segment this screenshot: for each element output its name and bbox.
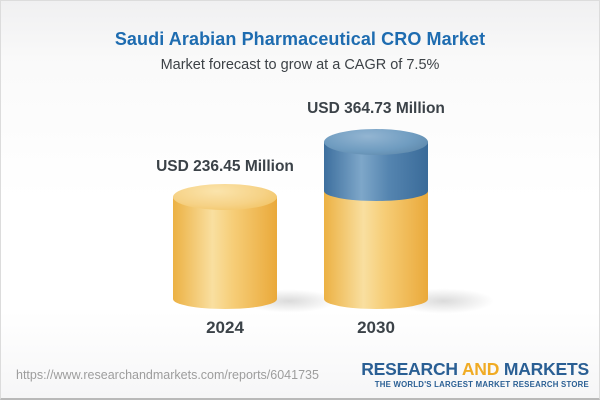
value-label-2030: USD 364.73 Million xyxy=(307,100,445,117)
logo-word-and: AND xyxy=(461,359,500,379)
bar-2024-cylinder-cap xyxy=(173,184,277,210)
axis-label-2030: 2030 xyxy=(357,318,395,337)
value-label-2024: USD 236.45 Million xyxy=(156,158,294,175)
research-and-markets-logo: RESEARCH AND MARKETS THE WORLD'S LARGEST… xyxy=(361,360,589,390)
logo-tagline: THE WORLD'S LARGEST MARKET RESEARCH STOR… xyxy=(374,380,589,390)
report-url-link[interactable]: https://www.researchandmarkets.com/repor… xyxy=(16,368,319,382)
bar-2024-cylinder-body xyxy=(173,197,277,309)
logo-word-research: RESEARCH xyxy=(361,359,458,379)
chart-subtitle: Market forecast to grow at a CAGR of 7.5… xyxy=(160,57,440,73)
chart-title: Saudi Arabian Pharmaceutical CRO Market xyxy=(114,29,486,49)
logo-wordmark: RESEARCH AND MARKETS xyxy=(361,360,589,378)
bar-2030-gold-segment xyxy=(324,191,428,309)
bar-2030-cylinder-cap xyxy=(324,129,428,155)
axis-label-2024: 2024 xyxy=(206,318,244,337)
logo-word-markets: MARKETS xyxy=(503,359,589,379)
